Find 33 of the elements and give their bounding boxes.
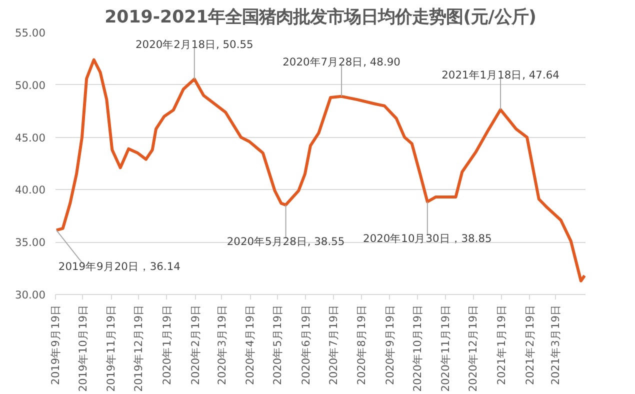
x-tick-label: 2019年12月19日 [132, 304, 146, 392]
y-tick-label: 45.00 [14, 131, 46, 144]
x-tick-label: 2020年7月19日 [326, 304, 340, 385]
x-tick-label: 2019年10月19日 [76, 304, 90, 392]
x-tick-label: 2021年2月19日 [523, 304, 536, 385]
x-tick-label: 2020年12月19日 [466, 304, 480, 392]
y-tick-label: 40.00 [14, 184, 46, 197]
chart-title: 2019-2021年全国猪肉批发市场日均价走势图(元/公斤) [104, 8, 536, 28]
line-series [56, 58, 586, 282]
x-tick-label: 2020年11月19日 [439, 304, 452, 392]
y-tick-label: 55.00 [14, 26, 46, 40]
annotation: 2020年10月30日，38.85 [363, 232, 492, 245]
x-tick-label: 2020年8月19日 [355, 304, 368, 385]
x-tick-label: 2019年11月19日 [104, 304, 118, 392]
annotation: 2020年7月28日, 48.90 [282, 55, 401, 68]
annotation: 2020年5月28日, 38.55 [226, 234, 345, 248]
x-tick-label: 2020年2月19日 [188, 304, 202, 385]
x-tick-label: 2021年1月19日 [494, 304, 508, 385]
x-tick-label: 2020年1月19日 [160, 304, 174, 385]
y-tick-label: 30.00 [14, 288, 46, 302]
x-tick-label: 2020年9月19日 [383, 304, 396, 385]
annotation: 2019年9月20日，36.14 [58, 260, 181, 274]
y-tick-label: 35.00 [14, 236, 46, 250]
annotation: 2020年2月18日, 50.55 [136, 38, 254, 52]
x-tick-label: 2019年9月19日 [49, 304, 62, 385]
annotation: 2021年1月18日, 47.64 [442, 68, 560, 82]
y-tick-label: 50.00 [14, 78, 46, 92]
x-tick-label: 2020年4月19日 [244, 304, 257, 385]
x-tick-label: 2021年3月19日 [548, 304, 562, 385]
x-tick-label: 2020年6月19日 [299, 304, 312, 385]
x-tick-label: 2020年10月19日 [410, 304, 424, 392]
x-tick-label: 2020年3月19日 [215, 304, 228, 385]
x-tick-label: 2020年5月19日 [271, 304, 284, 385]
